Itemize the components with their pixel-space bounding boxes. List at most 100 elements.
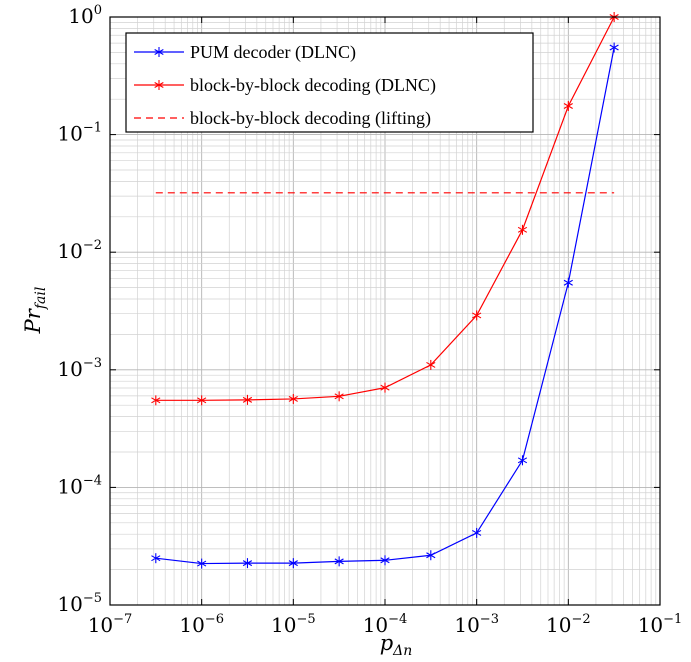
y-tick-label-base: 10 [57, 474, 82, 498]
legend-asterisk-stroke [154, 82, 164, 88]
x-tick-label-exponent: −4 [388, 612, 407, 627]
data-point-series-0-stroke [334, 558, 344, 565]
y-axis-label: Prfail [21, 287, 49, 335]
data-point-series-0-stroke [151, 555, 161, 562]
x-axis-label: pΔn [380, 631, 413, 659]
x-axis-label-main: p [380, 631, 393, 655]
data-point-series-0 [609, 42, 619, 53]
legend-entry-pum: PUM decoder (DLNC) [134, 42, 356, 63]
y-tick-label-base: 10 [68, 4, 93, 28]
y-tick-label-exponent: −1 [83, 121, 102, 136]
x-axis-label-sub: Δn [392, 643, 412, 659]
data-point-series-1 [380, 382, 390, 393]
legend-entry-block-lifting: block-by-block decoding (lifting) [134, 108, 431, 129]
data-point-series-1 [426, 359, 436, 370]
y-tick-label-base: 10 [57, 357, 82, 381]
data-point-series-1-stroke [380, 384, 390, 391]
data-point-series-1 [334, 391, 344, 402]
data-point-series-0-stroke [563, 279, 573, 286]
x-tick-label: 10−5 [271, 612, 316, 637]
legend-asterisk-stroke [154, 49, 164, 55]
y-tick-label: 10−2 [57, 238, 102, 263]
series-layer [151, 12, 619, 569]
data-point-series-1 [197, 395, 207, 406]
x-tick-label-base: 10 [271, 613, 296, 637]
x-tick-label: 10−2 [546, 612, 591, 637]
data-point-series-1-stroke [242, 396, 253, 403]
legend-box [125, 32, 534, 133]
y-axis-label-main: Pr [21, 307, 45, 334]
y-axis-label-sub: fail [33, 287, 49, 310]
legend-marker-block-dlnc [154, 80, 164, 90]
x-tick-label-exponent: −2 [571, 612, 590, 627]
data-point-series-0-stroke [426, 552, 436, 559]
data-point-series-1-stroke [334, 393, 344, 400]
legend-entry-block-dlnc: block-by-block decoding (DLNC) [134, 75, 436, 96]
data-point-series-1 [151, 395, 161, 406]
tick-marks [109, 16, 661, 606]
data-point-series-0-stroke [380, 557, 390, 564]
data-point-series-1-stroke [472, 312, 482, 319]
x-tick-label: 10−4 [363, 612, 408, 637]
data-point-series-0-stroke [242, 560, 253, 567]
data-point-series-0-stroke [472, 529, 482, 536]
x-tick-label-exponent: −5 [296, 612, 315, 627]
legend: PUM decoder (DLNC) block-by-block decodi… [125, 32, 534, 133]
legend-marker-pum [154, 47, 164, 57]
x-tick-label-base: 10 [363, 613, 388, 637]
y-tick-label-exponent: −2 [83, 238, 102, 253]
legend-label-block-lifting: block-by-block decoding (lifting) [190, 108, 431, 129]
data-point-series-1 [242, 394, 253, 405]
y-tick-label-exponent: −3 [83, 356, 102, 371]
data-point-series-1-stroke [563, 103, 573, 109]
data-point-series-0 [242, 558, 253, 569]
data-point-series-0-stroke [609, 44, 619, 51]
y-tick-label: 10−1 [57, 121, 102, 146]
data-point-series-0 [563, 277, 573, 288]
x-tick-label-base: 10 [454, 613, 479, 637]
data-point-series-1-stroke [151, 397, 161, 404]
y-tick-label: 10−4 [57, 473, 102, 498]
y-tick-label-exponent: −4 [83, 473, 102, 488]
y-tick-label: 10−5 [57, 591, 102, 616]
x-tick-labels: 10−7 10−6 10−5 10−4 10−3 10−2 10−1 [88, 612, 683, 637]
data-point-series-0 [517, 455, 528, 466]
data-point-series-0 [472, 527, 482, 538]
data-point-series-0 [334, 556, 344, 567]
data-point-series-0 [197, 558, 207, 569]
y-tick-label-exponent: 0 [94, 3, 102, 18]
legend-label-pum: PUM decoder (DLNC) [190, 42, 356, 63]
data-point-series-1 [517, 224, 528, 235]
y-tick-label-base: 10 [57, 239, 82, 263]
data-point-series-1 [472, 310, 482, 321]
x-tick-label: 10−7 [88, 612, 133, 637]
data-point-series-1-stroke [426, 361, 436, 368]
legend-asterisk [154, 80, 164, 90]
x-tick-label-base: 10 [88, 613, 113, 637]
x-tick-label-exponent: −7 [113, 612, 132, 627]
y-tick-label: 10−3 [57, 356, 102, 381]
data-point-series-0 [151, 553, 161, 564]
x-tick-label-base: 10 [179, 613, 204, 637]
x-tick-label-exponent: −1 [663, 612, 682, 627]
data-point-series-0 [426, 550, 436, 561]
legend-asterisk [154, 47, 164, 57]
data-point-series-1 [288, 393, 298, 404]
x-tick-label-base: 10 [638, 613, 663, 637]
x-tick-label-exponent: −3 [480, 612, 499, 627]
legend-label-block-dlnc: block-by-block decoding (DLNC) [190, 75, 436, 96]
data-point-series-0-stroke [517, 457, 528, 464]
x-tick-label: 10−3 [454, 612, 499, 637]
x-tick-label-base: 10 [546, 613, 571, 637]
y-tick-label: 100 [68, 3, 102, 28]
y-tick-label-base: 10 [57, 592, 82, 616]
data-point-series-0-stroke [288, 560, 298, 567]
y-tick-label-exponent: −5 [83, 591, 102, 606]
data-point-series-0 [380, 555, 390, 566]
data-point-series-0-stroke [197, 560, 207, 567]
data-point-series-0 [288, 558, 298, 569]
data-point-series-1-stroke [517, 226, 528, 233]
data-point-series-1-stroke [288, 395, 298, 402]
